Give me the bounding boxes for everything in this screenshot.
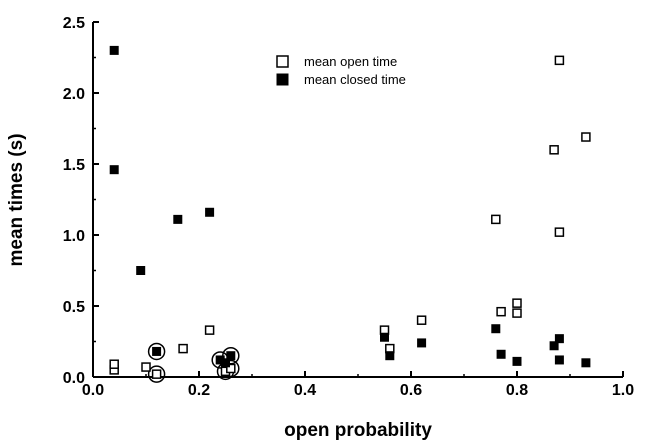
legend: mean open time mean closed time <box>277 54 406 87</box>
closed-time-point <box>386 352 394 360</box>
y-tick-label: 0.5 <box>63 299 85 316</box>
closed-time-point <box>137 267 145 275</box>
y-tick-label: 0.0 <box>63 370 85 387</box>
open-time-point <box>179 345 187 353</box>
open-time-point <box>555 228 563 236</box>
closed-time-point <box>513 357 521 365</box>
open-time-point <box>513 309 521 317</box>
x-axis-title: open probability <box>284 420 432 441</box>
y-tick-label: 1.5 <box>63 157 85 174</box>
closed-time-point <box>497 350 505 358</box>
x-tick-label: 0.2 <box>188 382 210 399</box>
open-time-point <box>550 146 558 154</box>
closed-time-point <box>110 166 118 174</box>
x-tick-label: 0.8 <box>506 382 528 399</box>
open-time-point <box>555 56 563 64</box>
legend-label-closed: mean closed time <box>304 72 406 87</box>
open-time-point <box>497 308 505 316</box>
x-tick-label: 0.4 <box>294 382 316 399</box>
y-tick-label: 2.5 <box>63 15 85 32</box>
open-time-point <box>418 316 426 324</box>
closed-time-point <box>555 356 563 364</box>
open-time-point <box>110 360 118 368</box>
open-time-point <box>492 215 500 223</box>
open-time-point <box>153 370 161 378</box>
data-markers <box>110 46 590 378</box>
open-time-point <box>582 133 590 141</box>
closed-time-point <box>381 333 389 341</box>
open-time-point <box>206 326 214 334</box>
legend-swatch-closed <box>277 74 288 85</box>
legend-swatch-open <box>277 56 288 67</box>
closed-time-point <box>227 352 235 360</box>
closed-time-point <box>206 208 214 216</box>
closed-time-point <box>110 46 118 54</box>
y-tick-label: 2.0 <box>63 86 85 103</box>
x-tick-label: 0.6 <box>400 382 422 399</box>
closed-time-point <box>174 215 182 223</box>
y-axis-title: mean times (s) <box>6 133 27 266</box>
y-tick-label: 1.0 <box>63 228 85 245</box>
closed-time-point <box>582 359 590 367</box>
legend-label-open: mean open time <box>304 54 397 69</box>
closed-time-point <box>153 347 161 355</box>
open-time-point <box>513 299 521 307</box>
closed-time-point <box>555 335 563 343</box>
closed-time-point <box>418 339 426 347</box>
x-tick-label: 0.0 <box>82 382 104 399</box>
closed-time-point <box>492 325 500 333</box>
open-time-point <box>142 363 150 371</box>
x-tick-label: 1.0 <box>612 382 634 399</box>
